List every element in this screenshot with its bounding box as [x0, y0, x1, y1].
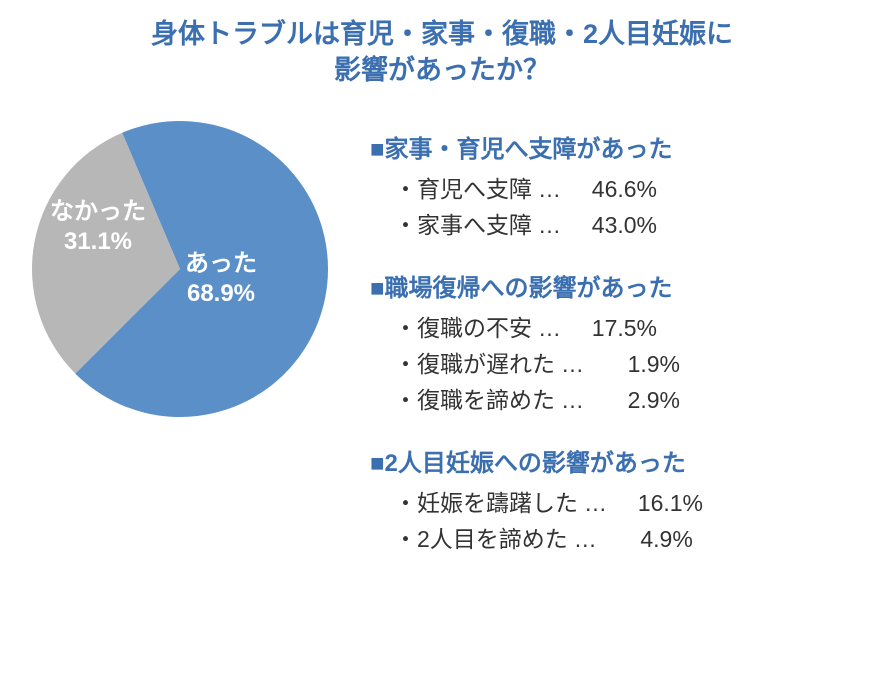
category-item-label: ・妊娠を躊躇した	[394, 484, 578, 518]
category-item: ・2人目を諦めた…4.9%	[394, 520, 864, 554]
category-item-label: ・家事へ支障	[394, 206, 532, 240]
categories-list: ■家事・育児へ支障があった・育児へ支障…46.6%・家事へ支障…43.0%■職場…	[370, 119, 884, 582]
dots: …	[532, 176, 567, 203]
category-item-label: ・復職が遅れた	[394, 345, 555, 379]
category-item: ・育児へ支障…46.6%	[394, 170, 864, 204]
dots: …	[555, 351, 590, 378]
pie-chart	[30, 119, 330, 419]
dots: …	[555, 387, 590, 414]
category-item-label: ・2人目を諦めた	[394, 520, 568, 554]
pie-slice-text-no: なかった	[50, 198, 146, 225]
category-block: ■家事・育児へ支障があった・育児へ支障…46.6%・家事へ支障…43.0%	[370, 129, 864, 240]
category-item-label: ・育児へ支障	[394, 170, 532, 204]
category-item-value: 4.9%	[603, 526, 693, 553]
pie-slice-label-yes: あった 68.9%	[185, 249, 257, 309]
category-item-value: 17.5%	[567, 315, 657, 342]
category-item: ・復職が遅れた…1.9%	[394, 345, 864, 379]
category-item: ・復職の不安…17.5%	[394, 309, 864, 343]
chart-title: 身体トラブルは育児・家事・復職・2人目妊娠に 影響があったか？	[0, 0, 884, 89]
content-row: あった 68.9% なかった 31.1% ■家事・育児へ支障があった・育児へ支障…	[0, 119, 884, 582]
pie-slice-text-yes: あった	[185, 250, 257, 277]
dots: …	[578, 490, 613, 517]
title-line1: 身体トラブルは育児・家事・復職・2人目妊娠に	[151, 19, 733, 49]
pie-slice-pct-no: 31.1%	[64, 228, 132, 255]
category-item-value: 2.9%	[590, 387, 680, 414]
dots: …	[532, 315, 567, 342]
category-item-value: 43.0%	[567, 212, 657, 239]
category-block: ■2人目妊娠への影響があった・妊娠を躊躇した…16.1%・2人目を諦めた…4.9…	[370, 443, 864, 554]
category-item-value: 46.6%	[567, 176, 657, 203]
category-item-label: ・復職を諦めた	[394, 381, 555, 415]
category-item: ・家事へ支障…43.0%	[394, 206, 864, 240]
title-line2: 影響があったか？	[334, 55, 550, 85]
pie-slice-label-no: なかった 31.1%	[50, 197, 146, 257]
category-header: ■職場復帰への影響があった	[370, 268, 864, 303]
category-header: ■家事・育児へ支障があった	[370, 129, 864, 164]
category-header: ■2人目妊娠への影響があった	[370, 443, 864, 478]
category-item-value: 16.1%	[613, 490, 703, 517]
dots: …	[532, 212, 567, 239]
category-item: ・復職を諦めた…2.9%	[394, 381, 864, 415]
category-item: ・妊娠を躊躇した…16.1%	[394, 484, 864, 518]
category-item-value: 1.9%	[590, 351, 680, 378]
dots: …	[568, 526, 603, 553]
category-item-label: ・復職の不安	[394, 309, 532, 343]
pie-slice-pct-yes: 68.9%	[187, 280, 255, 307]
category-block: ■職場復帰への影響があった・復職の不安…17.5%・復職が遅れた…1.9%・復職…	[370, 268, 864, 415]
pie-wrap: あった 68.9% なかった 31.1%	[30, 119, 330, 419]
pie-chart-area: あった 68.9% なかった 31.1%	[0, 119, 370, 582]
